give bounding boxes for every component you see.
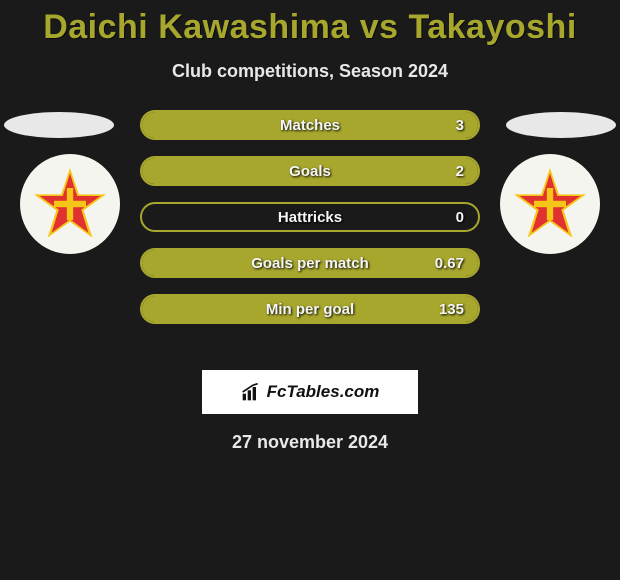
player-left-ellipse bbox=[4, 112, 114, 138]
club-badge-right bbox=[500, 154, 600, 254]
stat-row: Hattricks 0 bbox=[140, 202, 480, 232]
player-right-ellipse bbox=[506, 112, 616, 138]
stat-row: Min per goal 135 bbox=[140, 294, 480, 324]
club-crest-icon bbox=[510, 164, 590, 244]
stat-value: 135 bbox=[439, 301, 464, 318]
date-label: 27 november 2024 bbox=[0, 432, 620, 453]
comparison-area: Matches 3 Goals 2 Hattricks 0 Goals per match 0… bbox=[0, 110, 620, 350]
brand-text: FcTables.com bbox=[267, 382, 380, 402]
stat-value: 2 bbox=[456, 163, 464, 180]
stat-label: Hattricks bbox=[278, 209, 342, 226]
stat-value: 0.67 bbox=[435, 255, 464, 272]
stat-rows: Matches 3 Goals 2 Hattricks 0 Goals per match 0… bbox=[140, 110, 480, 340]
stat-value: 3 bbox=[456, 117, 464, 134]
stat-row: Matches 3 bbox=[140, 110, 480, 140]
stat-label: Matches bbox=[280, 117, 340, 134]
stat-row: Goals 2 bbox=[140, 156, 480, 186]
stat-row: Goals per match 0.67 bbox=[140, 248, 480, 278]
subtitle: Club competitions, Season 2024 bbox=[0, 61, 620, 82]
page-title: Daichi Kawashima vs Takayoshi bbox=[0, 0, 620, 47]
stat-value: 0 bbox=[456, 209, 464, 226]
stat-label: Goals per match bbox=[251, 255, 369, 272]
club-crest-icon bbox=[30, 164, 110, 244]
brand-box: FcTables.com bbox=[202, 370, 418, 414]
club-badge-left bbox=[20, 154, 120, 254]
stat-label: Min per goal bbox=[266, 301, 354, 318]
bars-icon bbox=[241, 382, 261, 402]
stat-label: Goals bbox=[289, 163, 331, 180]
